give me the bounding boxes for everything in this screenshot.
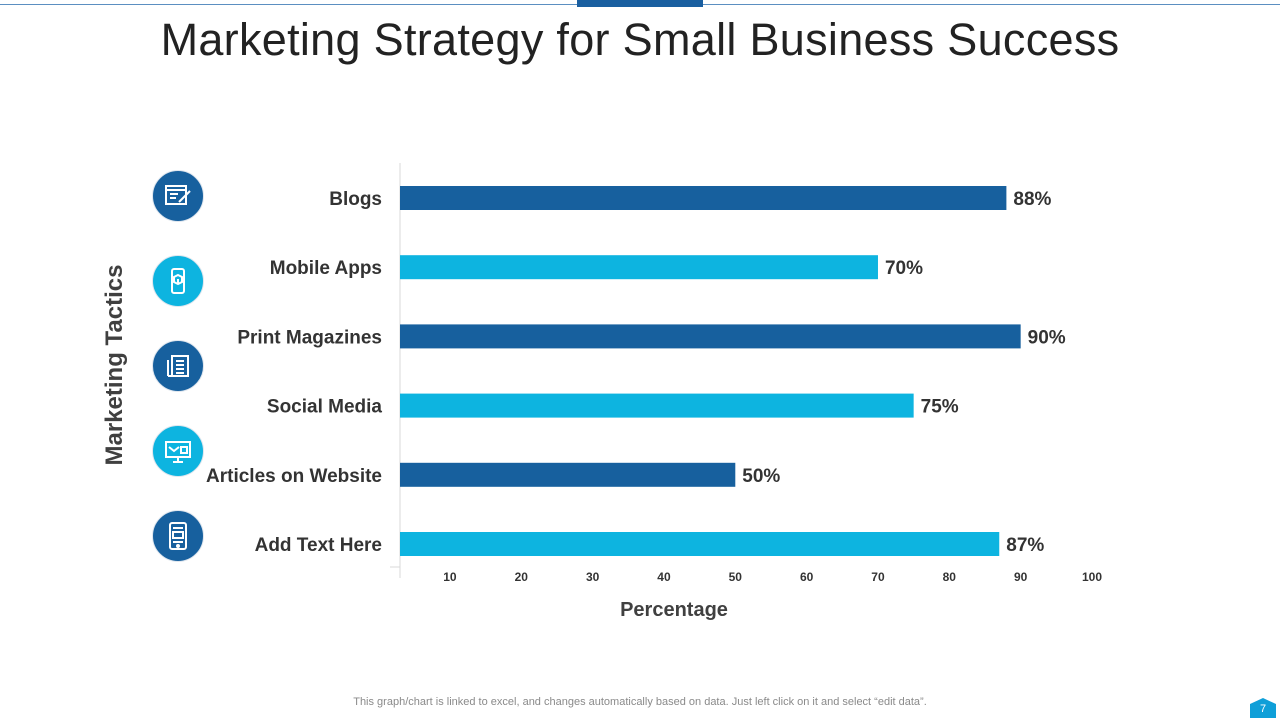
x-tick-label: 30 — [586, 570, 600, 584]
data-label: 90% — [1028, 327, 1066, 348]
data-label: 75% — [921, 397, 959, 418]
x-tick-label: 70 — [871, 570, 885, 584]
social-media-devices-icon — [152, 425, 204, 477]
data-label: 50% — [742, 466, 780, 487]
x-tick-label: 60 — [800, 570, 814, 584]
slide-title: Marketing Strategy for Small Business Su… — [160, 14, 1120, 65]
data-label: 88% — [1013, 189, 1051, 210]
blog-editor-icon — [152, 170, 204, 222]
category-label: Add Text Here — [255, 535, 382, 556]
category-label: Social Media — [267, 397, 383, 418]
newspaper-icon — [152, 340, 204, 392]
mobile-app-icon — [152, 255, 204, 307]
website-layout-icon — [152, 510, 204, 562]
page-number: 7 — [1250, 698, 1276, 718]
x-tick-label: 100 — [1082, 570, 1102, 584]
category-label: Blogs — [329, 189, 382, 210]
bar — [400, 393, 914, 418]
bar — [400, 532, 1000, 556]
bar — [400, 186, 1007, 210]
x-tick-label: 20 — [515, 570, 529, 584]
x-tick-label: 40 — [657, 570, 671, 584]
category-label: Mobile Apps — [270, 258, 382, 279]
x-tick-label: 90 — [1014, 570, 1028, 584]
x-axis-title: Percentage — [620, 599, 728, 621]
x-tick-label: 80 — [943, 570, 957, 584]
data-label: 70% — [885, 258, 923, 279]
bar — [400, 255, 878, 280]
x-tick-label: 10 — [443, 570, 457, 584]
x-tick-label: 50 — [729, 570, 743, 584]
data-label: 87% — [1006, 535, 1044, 556]
category-label: Articles on Website — [206, 466, 382, 487]
footer-note: This graph/chart is linked to excel, and… — [353, 696, 927, 708]
top-accent-bar — [577, 0, 703, 7]
category-label: Print Magazines — [237, 327, 382, 348]
bar — [400, 462, 736, 487]
bar — [400, 324, 1021, 349]
chart-marks: Blogs 88% Mobile Apps 70% Print Magazines 90%… — [206, 163, 1102, 621]
